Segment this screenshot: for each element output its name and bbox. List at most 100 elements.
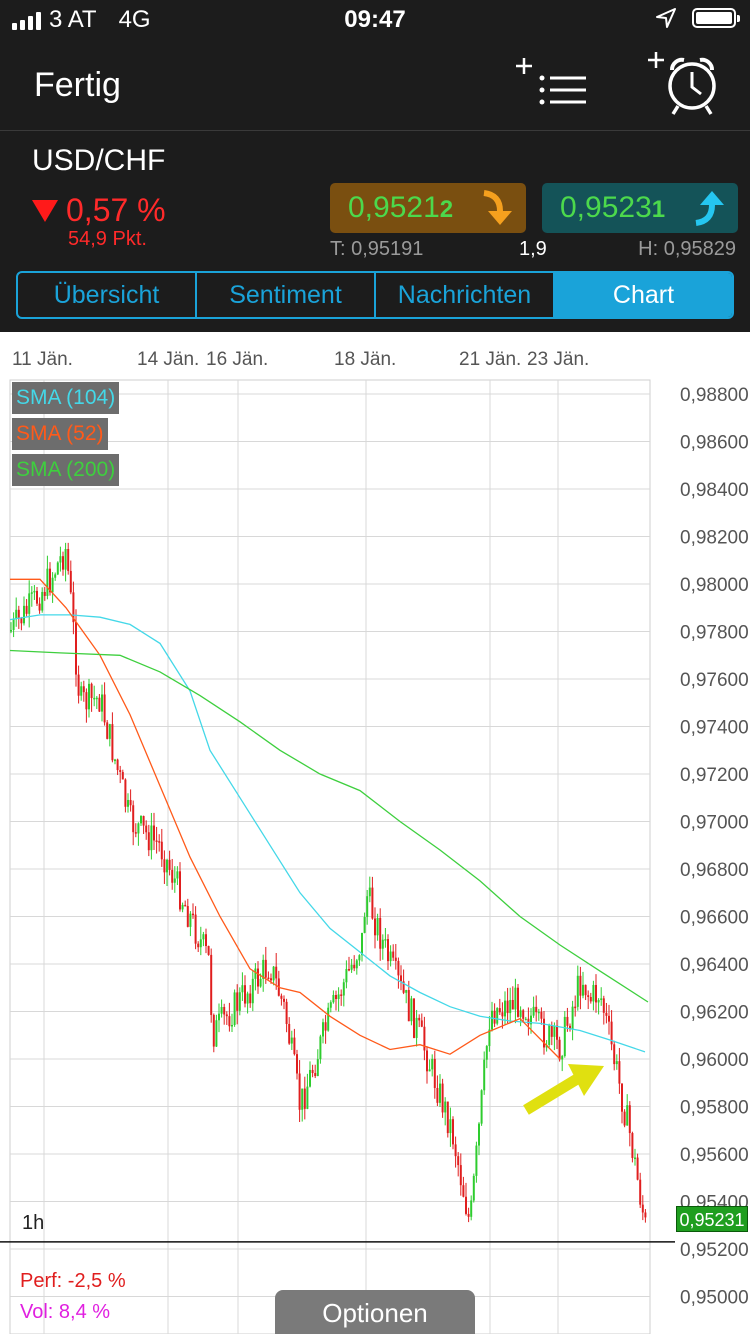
ask-price: 0,9523: [560, 191, 652, 224]
candle-up: [114, 759, 116, 762]
candle-up: [220, 1007, 223, 1014]
candle-up: [345, 968, 348, 983]
navigation-bar: Fertig: [0, 40, 750, 131]
candle-up: [199, 939, 202, 948]
candle-down: [379, 917, 382, 949]
candle-down: [145, 825, 148, 833]
candle-down: [462, 1185, 465, 1197]
candle-up: [478, 1123, 480, 1146]
candle-down: [566, 1016, 569, 1026]
x-axis-label: 16 Jän.: [206, 349, 268, 370]
candle-down: [111, 724, 114, 761]
candle-down: [119, 770, 122, 772]
candle-down: [602, 998, 605, 1013]
candle-up: [514, 987, 517, 1010]
candle-down: [387, 939, 389, 962]
candle-up: [329, 1002, 332, 1008]
candle-down: [72, 592, 75, 623]
candle-down: [610, 1021, 613, 1045]
candle-down: [194, 914, 197, 944]
indicator-label-sma52[interactable]: SMA (52): [12, 418, 108, 450]
timeframe-label[interactable]: 1h: [22, 1212, 45, 1234]
indicator-label-sma200[interactable]: SMA (200): [12, 454, 120, 486]
buy-quote-button[interactable]: 0,95231: [542, 183, 738, 233]
candle-down: [244, 985, 246, 1004]
price-chart[interactable]: 0,98800 0,98600 0,98400 0,98200 0,98000 0,978…: [0, 332, 750, 1334]
candle-down: [205, 934, 207, 947]
tab-news[interactable]: Nachrichten: [376, 273, 555, 317]
candle-down: [132, 805, 135, 833]
candle-up: [470, 1200, 473, 1217]
clock: 09:47: [344, 6, 406, 33]
candle-down: [407, 990, 410, 1022]
candle-up: [322, 1022, 324, 1037]
x-axis-label: 11 Jän.: [12, 349, 73, 370]
down-arrow-icon: [483, 190, 512, 225]
x-axis-label: 18 Jän.: [334, 349, 396, 370]
done-button[interactable]: Fertig: [34, 66, 121, 104]
candle-up: [101, 694, 103, 712]
candle-down: [158, 841, 161, 843]
sma200-line: [9, 649, 649, 1003]
candle-down: [426, 1050, 428, 1072]
candle-down: [543, 1018, 545, 1048]
candle-down: [212, 1014, 215, 1047]
candle-down: [618, 1061, 621, 1084]
high-price: H: 0,95829: [638, 238, 736, 260]
chart-canvas[interactable]: 0,98800 0,98600 0,98400 0,98200 0,98000 0,978…: [0, 332, 750, 1334]
candle-down: [160, 841, 163, 860]
candle-up: [93, 697, 96, 700]
candle-up: [12, 618, 15, 630]
candle-down: [605, 1012, 608, 1016]
candle-down: [236, 992, 239, 1011]
candle-down: [270, 978, 272, 981]
candle-up: [548, 1025, 551, 1045]
candle-down: [420, 1020, 423, 1027]
candle-up: [173, 878, 176, 883]
tab-sentiment[interactable]: Sentiment: [197, 273, 376, 317]
candle-down: [423, 1026, 426, 1051]
change-points: 54,9 Pkt.: [68, 228, 147, 250]
tab-overview[interactable]: Übersicht: [18, 273, 197, 317]
candle-down: [197, 943, 200, 948]
candle-down: [418, 1017, 421, 1021]
candle-down: [506, 1000, 509, 1014]
indicator-text: SMA (200): [16, 458, 116, 481]
add-list-icon[interactable]: [512, 52, 592, 112]
candle-down: [225, 1014, 228, 1017]
candle-down: [210, 954, 213, 1015]
candle-up: [137, 823, 140, 834]
candle-down: [459, 1165, 462, 1186]
ask-pip: 1: [651, 196, 666, 223]
candle-up: [491, 1010, 493, 1030]
candle-up: [444, 1101, 447, 1113]
tab-chart[interactable]: Chart: [555, 273, 732, 317]
add-alarm-clock-icon[interactable]: [642, 48, 726, 116]
candle-up: [56, 562, 59, 575]
y-axis-label: 0,97000: [680, 813, 749, 834]
low-price: T: 0,95191: [330, 238, 424, 260]
candle-down: [457, 1156, 460, 1166]
candle-down: [324, 1022, 327, 1031]
signal-strength-icon: [12, 10, 41, 30]
candle-up: [181, 904, 184, 910]
candle-down: [106, 722, 109, 739]
candle-up: [218, 1013, 220, 1021]
candle-up: [306, 1086, 309, 1109]
candle-down: [413, 998, 415, 1038]
candle-down: [452, 1119, 454, 1145]
candle-down: [498, 1008, 501, 1013]
sell-quote-button[interactable]: 0,95212: [330, 183, 526, 233]
options-button[interactable]: Optionen: [275, 1290, 475, 1334]
indicator-text: SMA (52): [16, 422, 104, 445]
y-axis-label: 0,95200: [680, 1240, 749, 1261]
plot-frame: [9, 379, 651, 1334]
x-axis-label: 21 Jän.: [459, 349, 521, 370]
candle-down: [335, 995, 337, 1000]
candle-down: [436, 1087, 439, 1103]
candle-down: [223, 1007, 226, 1015]
candle-up: [41, 591, 44, 611]
candle-up: [410, 998, 413, 1022]
indicator-label-sma104[interactable]: SMA (104): [12, 382, 120, 414]
candle-down: [402, 981, 405, 993]
